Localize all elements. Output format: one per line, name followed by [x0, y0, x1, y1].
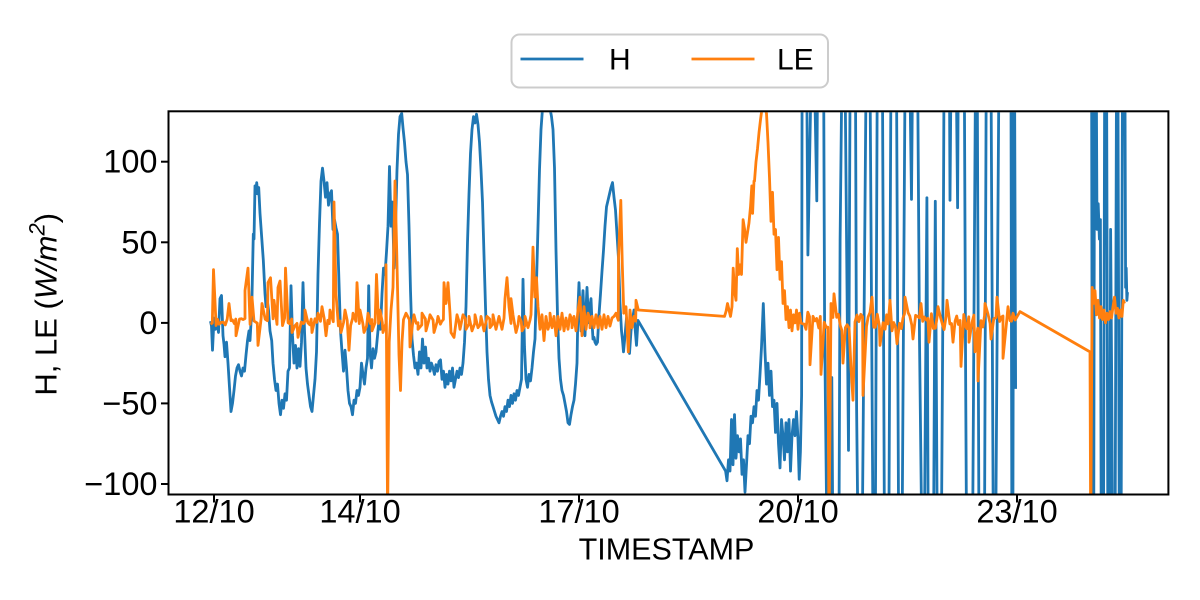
svg-text:0: 0 [139, 305, 157, 341]
svg-text:LE: LE [777, 44, 814, 77]
svg-text:50: 50 [121, 224, 157, 260]
svg-text:H: H [609, 44, 631, 77]
svg-text:12/10: 12/10 [173, 494, 254, 530]
svg-text:23/10: 23/10 [976, 494, 1057, 530]
svg-text:20/10: 20/10 [757, 494, 838, 530]
svg-text:H, LE (W/m2): H, LE (W/m2) [25, 213, 64, 396]
svg-text:100: 100 [103, 144, 157, 180]
svg-text:−100: −100 [84, 466, 157, 502]
svg-text:−50: −50 [102, 385, 157, 421]
svg-text:14/10: 14/10 [319, 494, 400, 530]
svg-text:17/10: 17/10 [538, 494, 619, 530]
svg-text:TIMESTAMP: TIMESTAMP [579, 532, 755, 566]
